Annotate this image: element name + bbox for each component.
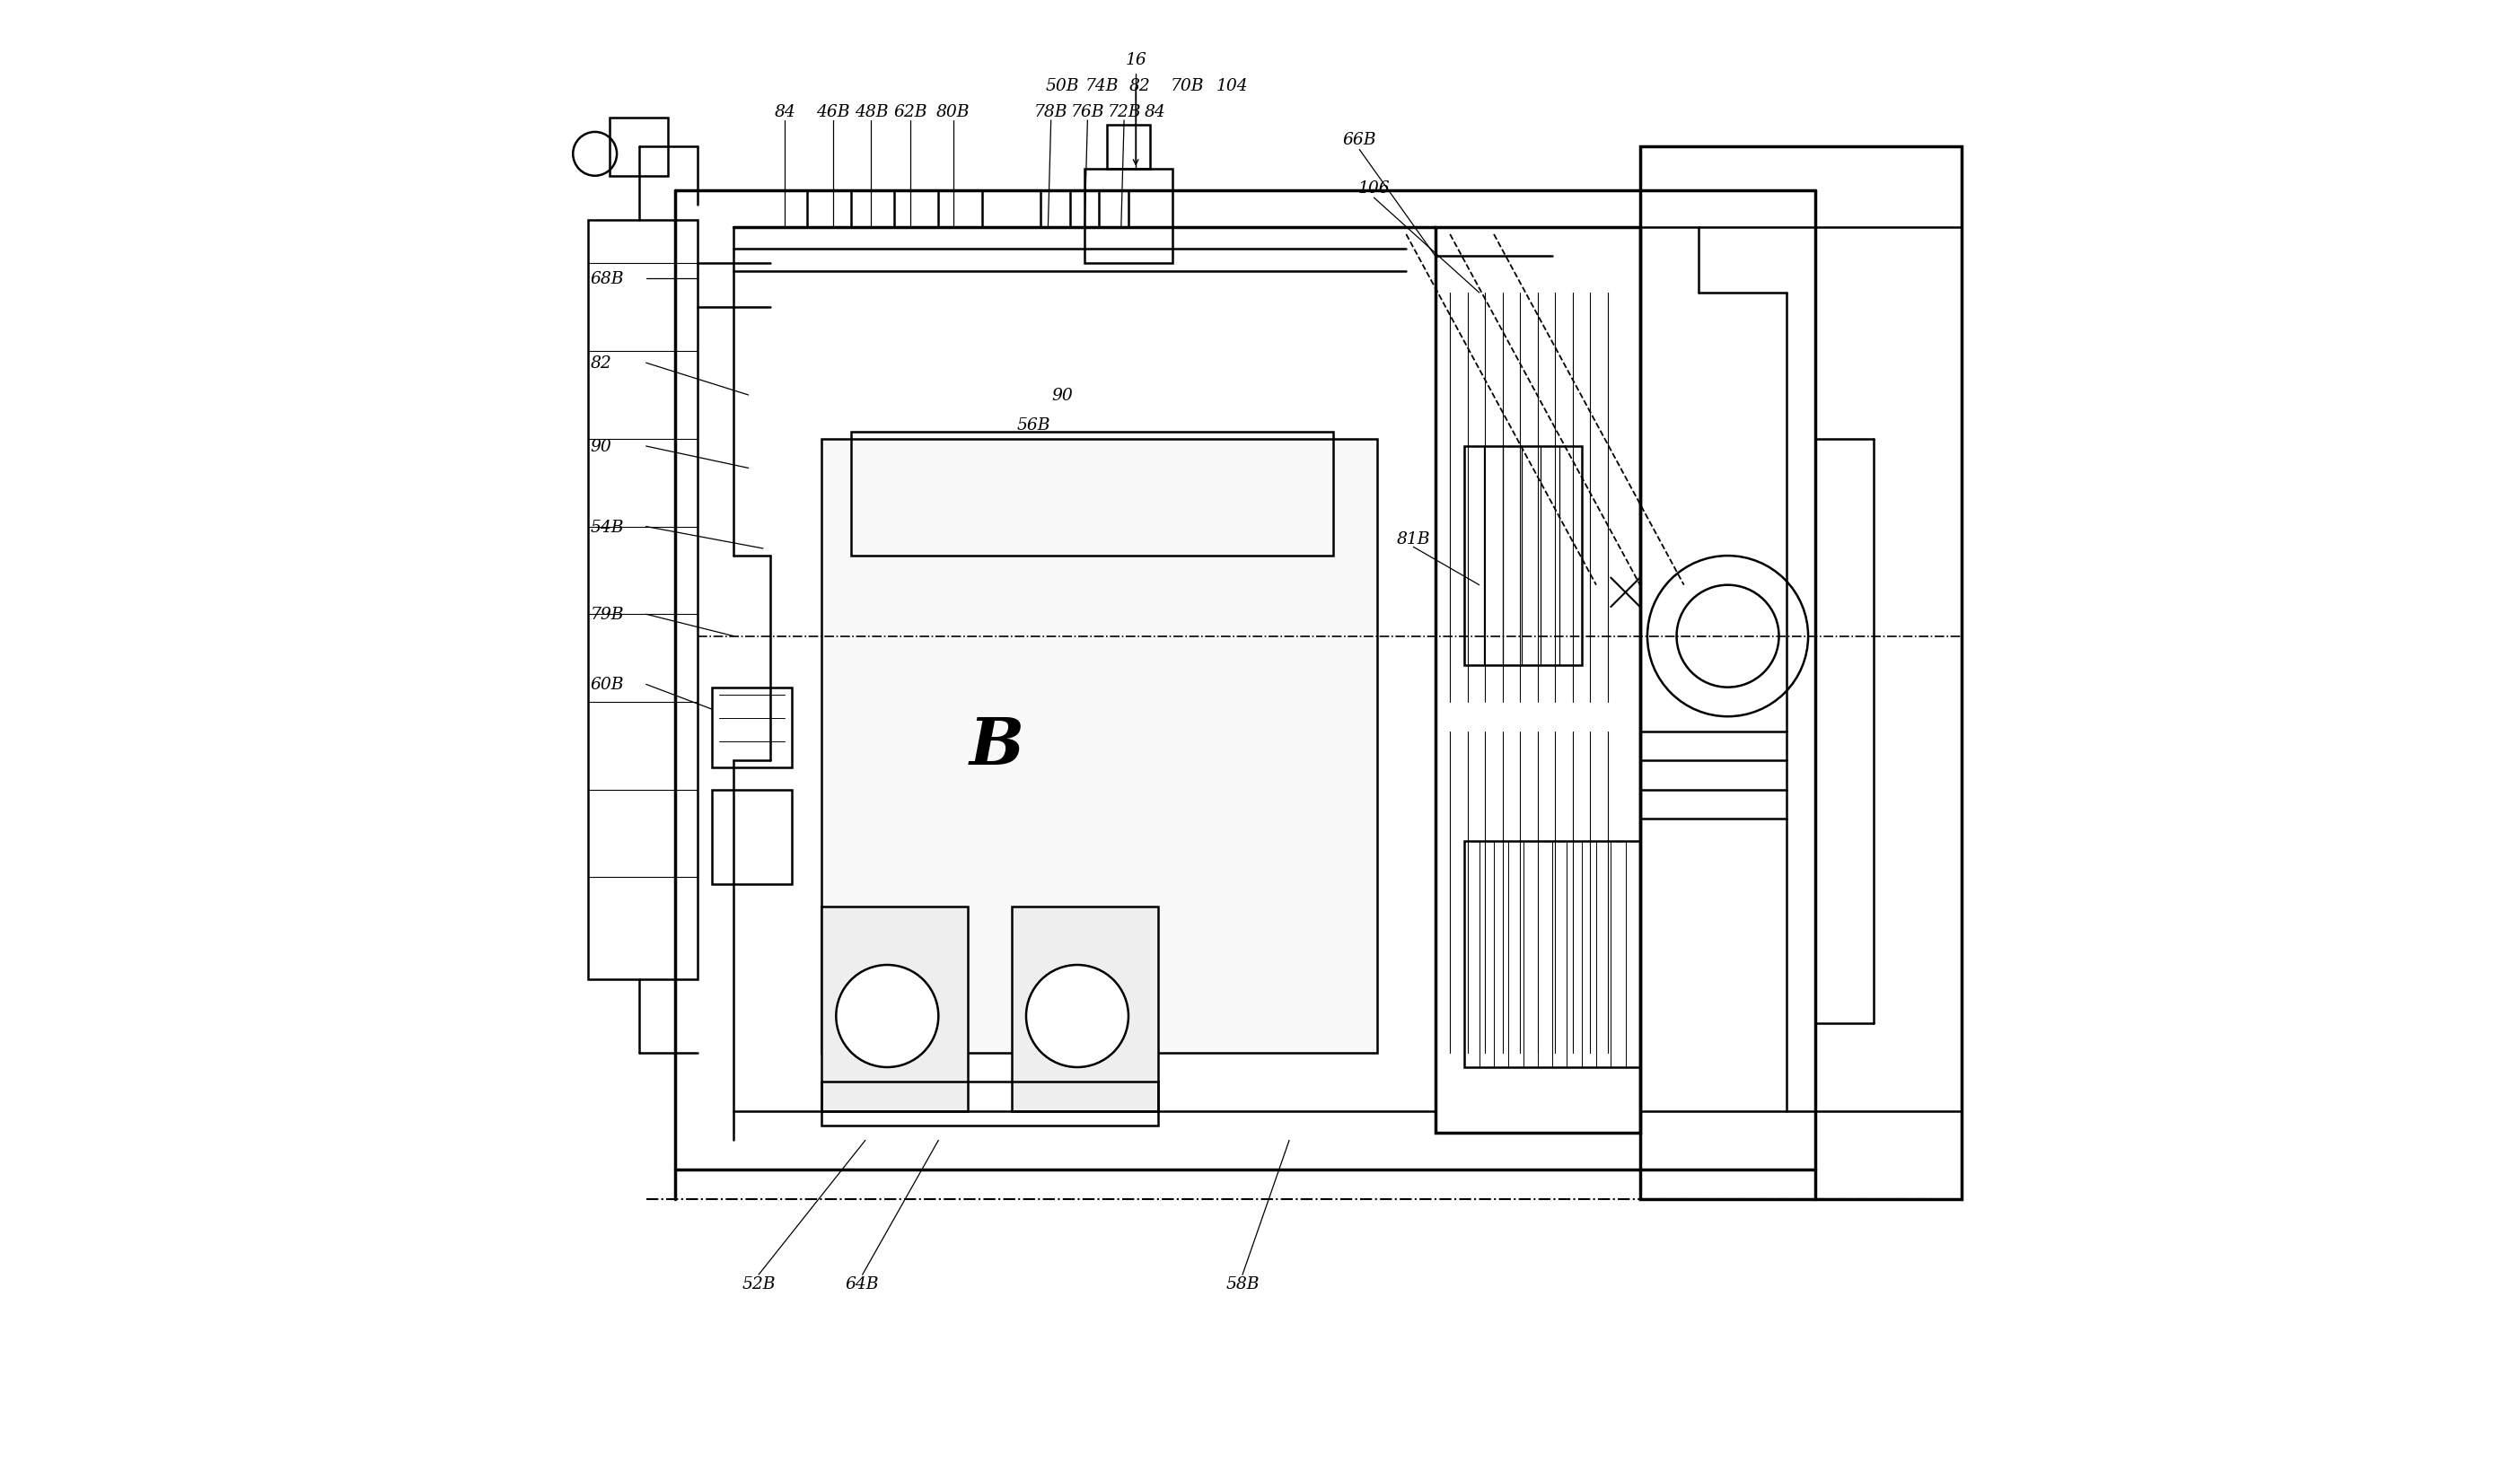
Text: 106: 106 [1358,180,1391,196]
Text: 58B: 58B [1225,1276,1260,1292]
Text: 84: 84 [1144,104,1164,120]
Bar [852,432,1333,556]
Bar [587,221,698,980]
Text: 78B: 78B [1033,104,1068,120]
Text: 90: 90 [590,439,612,455]
Bar [610,119,668,177]
Bar [1011,907,1157,1112]
Text: 56B: 56B [1016,417,1051,433]
Bar [1436,228,1641,1134]
Text: 68B: 68B [590,271,625,287]
Circle shape [837,966,937,1068]
Text: 54B: 54B [590,519,625,535]
Text: 62B: 62B [895,104,927,120]
Text: 64B: 64B [847,1276,879,1292]
Text: B: B [970,714,1023,778]
Text: 60B: 60B [590,677,625,693]
Bar [1084,170,1172,265]
Text: 84: 84 [774,104,796,120]
Text: 52B: 52B [741,1276,776,1292]
Bar [1641,148,1961,1198]
Text: 70B: 70B [1169,78,1205,94]
Bar [822,439,1376,1053]
Text: 81B: 81B [1396,531,1431,547]
Bar [1464,841,1641,1068]
Text: 46B: 46B [816,104,849,120]
Bar [711,790,791,885]
Bar [822,1083,1157,1127]
Bar [1106,126,1149,170]
Text: 72B: 72B [1106,104,1142,120]
Text: 80B: 80B [937,104,970,120]
Bar [711,688,791,768]
Bar [822,907,968,1112]
Text: 82: 82 [1129,78,1152,94]
Text: 16: 16 [1124,51,1147,67]
Text: 74B: 74B [1086,78,1119,94]
Text: 48B: 48B [854,104,887,120]
Text: 66B: 66B [1343,132,1376,148]
Bar [1464,446,1583,666]
Text: 76B: 76B [1071,104,1104,120]
Text: 79B: 79B [590,607,625,623]
Text: 104: 104 [1217,78,1247,94]
Text: 82: 82 [590,356,612,372]
Circle shape [1026,966,1129,1068]
Text: 90: 90 [1051,388,1074,404]
Text: 50B: 50B [1046,78,1079,94]
